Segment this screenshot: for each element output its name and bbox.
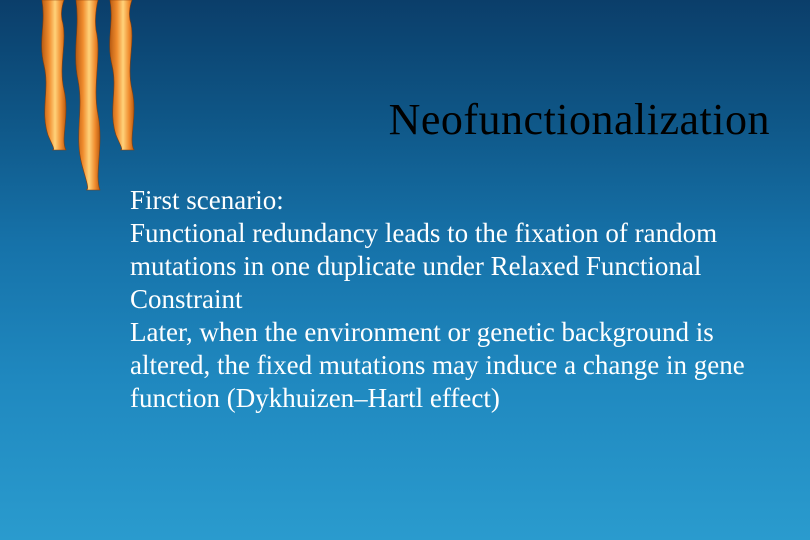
body-paragraph: First scenario: xyxy=(130,184,772,217)
body-paragraph: Functional redundancy leads to the fixat… xyxy=(130,217,772,316)
slide-title: Neofunctionalization xyxy=(389,94,770,145)
ribbon-icon xyxy=(76,0,100,190)
ribbon-icon xyxy=(110,0,134,150)
ribbon-icon xyxy=(42,0,66,150)
presentation-slide: Neofunctionalization First scenario: Fun… xyxy=(0,0,810,540)
ribbon-decoration xyxy=(36,0,156,200)
body-paragraph: Later, when the environment or genetic b… xyxy=(130,316,772,415)
slide-body: First scenario: Functional redundancy le… xyxy=(130,184,772,415)
